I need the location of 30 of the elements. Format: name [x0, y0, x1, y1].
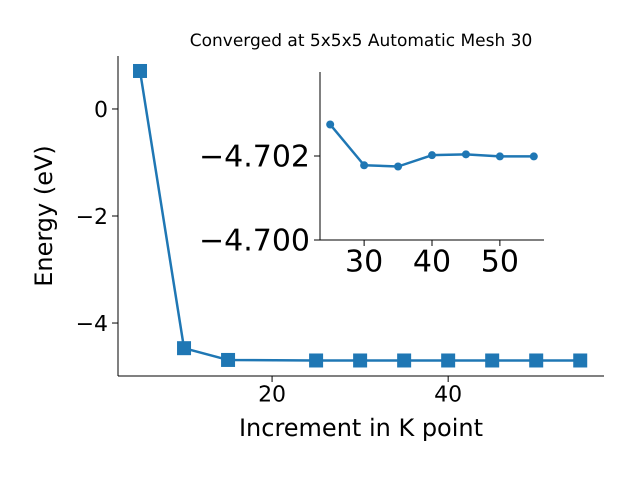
point: [360, 161, 368, 170]
point: [397, 353, 412, 368]
x-tick-label: 40: [412, 244, 452, 280]
point: [496, 152, 504, 160]
x-tick-label: 40: [434, 382, 462, 408]
point: [353, 353, 368, 368]
point: [573, 353, 588, 368]
point: [133, 64, 148, 78]
y-tick-label: −4.700: [198, 224, 310, 259]
point: [326, 120, 334, 128]
x-tick-label: 20: [258, 382, 286, 408]
point: [428, 151, 436, 160]
point: [530, 152, 538, 160]
point: [529, 353, 544, 368]
point: [309, 353, 324, 368]
y-axis-title: Energy (eV): [30, 144, 59, 289]
point: [394, 162, 402, 170]
x-tick-label: 30: [345, 244, 384, 280]
y-tick-label: 0: [94, 98, 108, 123]
y-tick-label: −4.702: [198, 140, 310, 175]
x-axis-title: Increment in K point: [238, 414, 484, 442]
point: [485, 353, 500, 368]
chart-title: Converged at 5x5x5 Automatic Mesh 30: [188, 31, 534, 51]
point: [221, 352, 236, 367]
x-tick-label: 50: [480, 244, 519, 280]
y-tick-label: −4: [76, 312, 108, 337]
point: [177, 341, 192, 356]
point: [441, 353, 456, 368]
point: [462, 150, 470, 158]
y-tick-label: −2: [76, 204, 108, 230]
